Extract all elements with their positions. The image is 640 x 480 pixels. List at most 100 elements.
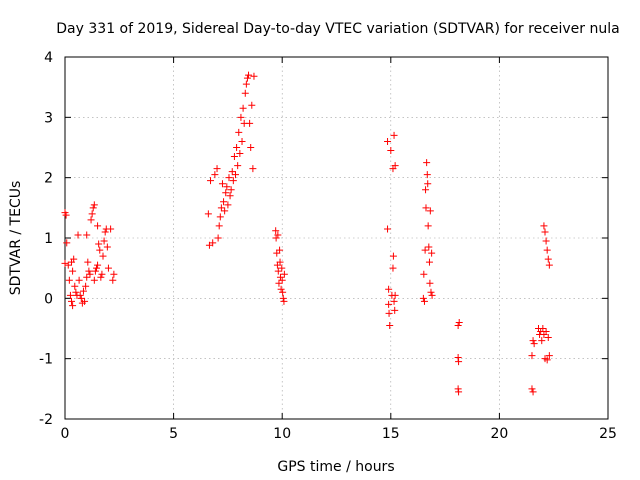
data-point: [97, 273, 105, 281]
data-point: [75, 276, 83, 284]
data-point: [82, 282, 90, 290]
data-point: [390, 131, 398, 139]
data-points: [61, 71, 553, 396]
data-point: [528, 352, 536, 360]
data-point: [384, 137, 392, 145]
data-point: [109, 276, 117, 284]
data-point: [110, 270, 118, 278]
data-point: [274, 231, 282, 239]
x-tick-label: 25: [599, 426, 617, 442]
data-point: [246, 119, 254, 127]
data-point: [529, 337, 537, 345]
data-point: [69, 267, 77, 275]
data-point: [204, 210, 212, 218]
axis-ticks: 0 5 10 15 20 25 -2 -1 0 1 2 3 4: [39, 50, 617, 442]
data-point: [66, 291, 74, 299]
data-point: [243, 74, 251, 82]
y-tick-label: 0: [44, 291, 53, 307]
data-point: [276, 273, 284, 281]
data-point: [389, 264, 397, 272]
data-point: [236, 150, 244, 158]
data-point: [279, 294, 287, 302]
data-point: [454, 321, 462, 329]
data-point: [226, 192, 234, 200]
data-point: [272, 234, 280, 242]
y-tick-label: 1: [44, 231, 53, 247]
data-point: [237, 113, 245, 121]
y-tick-label: 2: [44, 171, 53, 187]
data-point: [276, 246, 284, 254]
data-point: [391, 306, 399, 314]
data-point: [86, 270, 94, 278]
data-point: [242, 80, 250, 88]
y-tick-label: -1: [39, 352, 53, 368]
data-point: [423, 171, 431, 179]
data-point: [529, 388, 537, 396]
data-point: [385, 300, 393, 308]
data-point: [100, 237, 108, 245]
data-point: [103, 243, 111, 251]
data-point: [214, 234, 222, 242]
data-point: [79, 287, 87, 295]
data-point: [391, 162, 399, 170]
data-point: [221, 207, 229, 215]
data-point: [92, 264, 100, 272]
data-point: [91, 267, 99, 275]
data-point: [420, 297, 428, 305]
data-point: [218, 180, 226, 188]
y-axis-label: SDTVAR / TECUs: [8, 181, 24, 296]
x-tick-label: 5: [169, 426, 178, 442]
data-point: [222, 189, 230, 197]
data-point: [228, 168, 236, 176]
data-point: [217, 204, 225, 212]
data-point: [250, 72, 258, 80]
data-point: [247, 144, 255, 151]
data-point: [280, 270, 288, 278]
data-point: [77, 294, 85, 302]
data-point: [384, 225, 392, 233]
data-point: [94, 261, 102, 269]
data-point: [542, 328, 550, 336]
data-point: [385, 309, 393, 317]
data-point: [545, 261, 553, 269]
data-point: [422, 204, 430, 212]
data-point: [233, 144, 241, 151]
data-point: [455, 318, 463, 326]
data-point: [425, 243, 433, 251]
data-point: [391, 291, 399, 299]
data-point: [544, 334, 552, 342]
data-point: [241, 89, 249, 97]
data-point: [104, 264, 112, 272]
data-point: [64, 261, 72, 269]
data-point: [422, 186, 430, 194]
data-point: [234, 162, 242, 170]
data-point: [278, 276, 286, 284]
data-point: [275, 279, 283, 287]
data-point: [230, 153, 238, 161]
data-point: [63, 239, 71, 247]
data-point: [76, 291, 84, 299]
data-point: [235, 128, 243, 136]
data-point: [419, 294, 427, 302]
data-point: [69, 302, 77, 310]
data-point: [540, 222, 548, 230]
x-tick-label: 10: [273, 426, 291, 442]
data-point: [87, 216, 95, 224]
data-point: [386, 321, 394, 329]
data-point: [249, 165, 257, 173]
data-point: [276, 258, 284, 266]
data-point: [85, 267, 93, 275]
data-point: [224, 201, 232, 209]
series-cluster-6.5-8.7h: [204, 71, 258, 249]
data-point: [424, 180, 432, 188]
data-point: [239, 104, 247, 112]
data-point: [455, 388, 463, 396]
series-cluster-16.5-16.9h: [419, 159, 436, 305]
y-tick-label: 4: [44, 50, 53, 66]
data-point: [238, 137, 246, 145]
data-point: [544, 255, 552, 263]
data-point: [209, 239, 217, 247]
data-point: [528, 385, 536, 393]
data-point: [220, 198, 228, 206]
